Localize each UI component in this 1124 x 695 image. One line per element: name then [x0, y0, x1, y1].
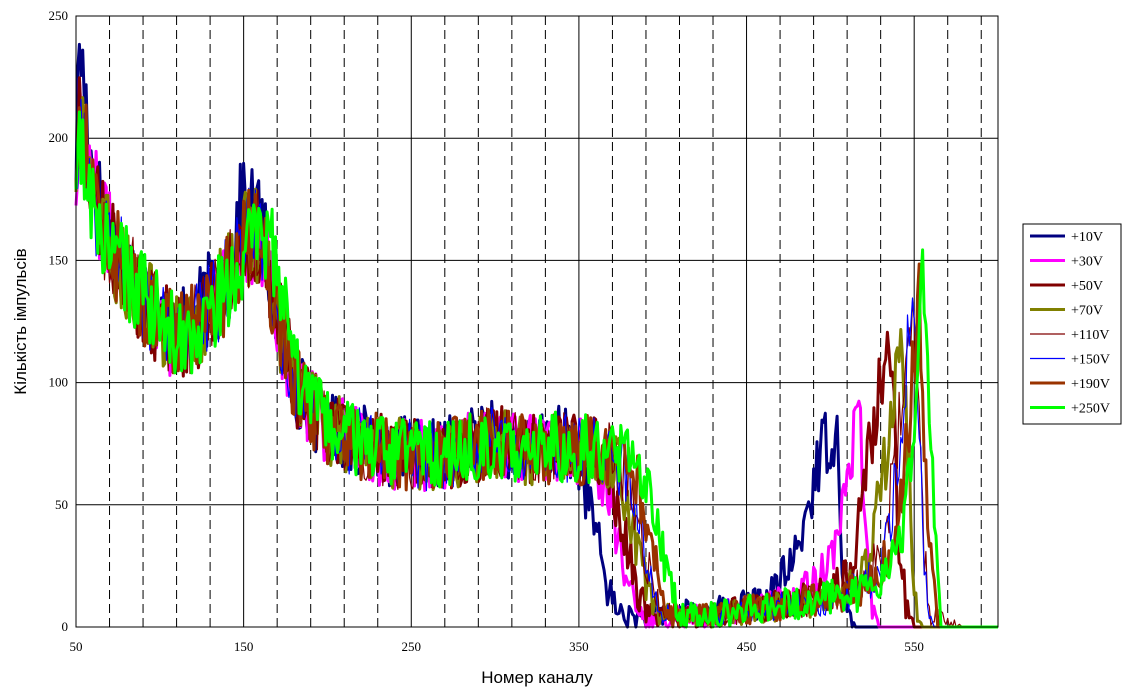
series-line	[75, 98, 998, 628]
series-line	[74, 76, 998, 629]
plot-frame	[75, 15, 999, 628]
y-tick-label: 50	[55, 497, 68, 512]
legend-label: +150V	[1071, 353, 1110, 368]
series-line	[75, 111, 998, 628]
series-line	[74, 96, 998, 629]
x-tick-label: 350	[569, 639, 589, 654]
legend-label: +50V	[1071, 279, 1103, 294]
x-axis-title: Номер каналу	[481, 668, 593, 687]
legend-label: +190V	[1071, 377, 1110, 392]
legend-label: +30V	[1071, 255, 1103, 270]
series-line	[74, 110, 998, 629]
legend-label: +110V	[1071, 328, 1110, 343]
legend-label: +70V	[1071, 304, 1103, 319]
x-tick-label: 550	[904, 639, 924, 654]
x-tick-label: 450	[737, 639, 757, 654]
x-tick-label: 50	[70, 639, 83, 654]
legend-label: +250V	[1071, 402, 1110, 417]
y-tick-label: 250	[49, 8, 69, 23]
series-line	[74, 76, 998, 629]
y-tick-label: 200	[49, 130, 69, 145]
series-lines	[74, 42, 998, 629]
legend-label: +10V	[1071, 230, 1103, 245]
legend: +10V +30V +50V +70V +110V +150V +190V +250V	[1022, 223, 1122, 425]
legend-frame	[1022, 223, 1122, 425]
x-tick-labels: 50 150 250 350 450 550	[70, 639, 924, 654]
y-tick-label: 100	[49, 375, 69, 390]
y-tick-label: 0	[62, 619, 69, 634]
x-tick-label: 250	[402, 639, 422, 654]
grid	[76, 16, 998, 627]
y-tick-label: 150	[49, 252, 69, 267]
series-line	[74, 103, 998, 629]
x-tick-label: 150	[234, 639, 254, 654]
y-axis-title: Кількість імпульсів	[11, 248, 30, 394]
y-tick-labels: 0 50 100 150 200 250	[49, 8, 69, 634]
